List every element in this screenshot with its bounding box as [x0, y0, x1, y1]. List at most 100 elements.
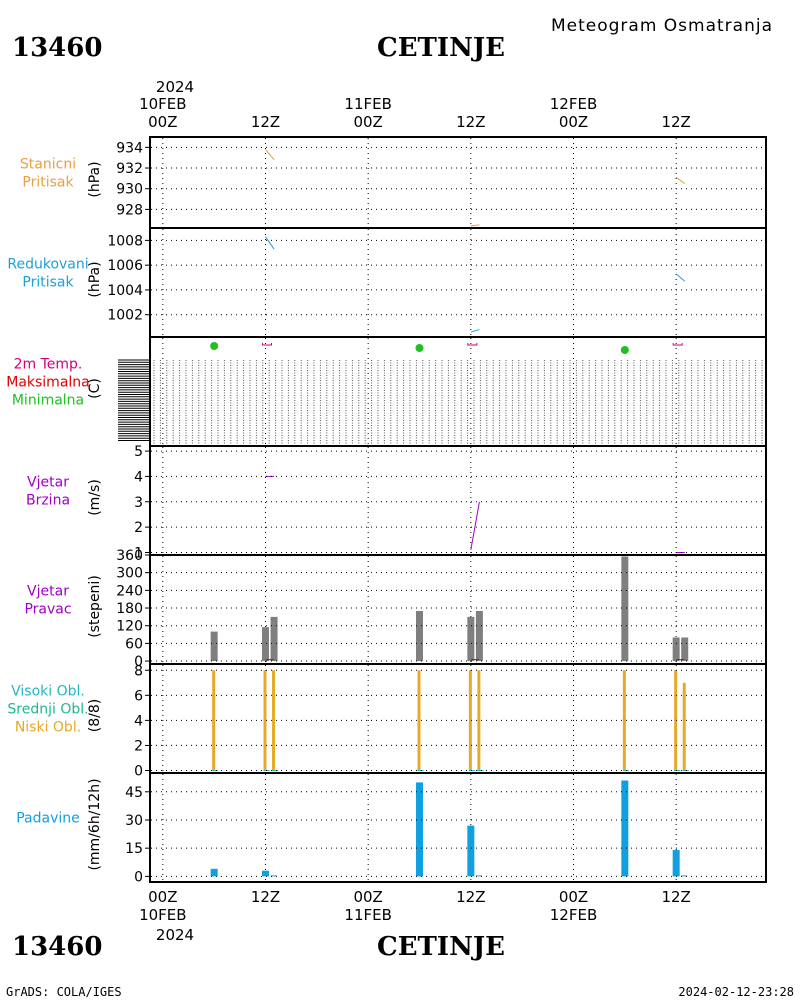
footer: 2024 13460 CETINJE GrADS: COLA/IGES 2024…	[6, 926, 794, 999]
tmax-mark	[262, 343, 272, 346]
y-tick-label: 930	[116, 182, 143, 198]
station_pressure-segment	[470, 224, 480, 227]
y-tick-label: 180	[116, 601, 143, 617]
station_pressure-segment	[675, 176, 686, 184]
bottom-hour-label: 00Z	[559, 888, 588, 906]
y-tick-label: 1	[134, 545, 143, 561]
low-cloud-bar	[674, 670, 678, 771]
precipitation-bar	[416, 782, 423, 877]
tmax-mark	[672, 343, 683, 346]
y-tick-label: 45	[125, 785, 143, 801]
panel-frame	[149, 445, 767, 556]
tmin-point	[415, 344, 424, 352]
tmin-point	[210, 342, 219, 350]
top-hour-label: 12Z	[251, 113, 280, 131]
wind-direction-bar	[681, 637, 689, 662]
wind-direction-bar	[621, 556, 629, 662]
y-axis-label: (8/8)	[87, 699, 103, 732]
plot-area	[265, 149, 686, 227]
y-tick-label: 1002	[107, 308, 143, 324]
bottom-hour-label: 12Z	[251, 888, 280, 906]
y-axis-label: (m/s)	[87, 479, 103, 516]
wind-direction-bar	[416, 610, 423, 662]
precipitation-bar	[467, 825, 475, 877]
y-tick-label: 2	[134, 520, 143, 536]
y-axis-label: (hPa)	[87, 261, 103, 297]
top-date-label: 11FEB	[344, 95, 391, 113]
bottom-date-label: 12FEB	[550, 906, 597, 924]
low-cloud-bar	[682, 682, 686, 771]
panels: Stanicni Pritisak (hPa) 928 930 932 934 Redukov…	[6, 136, 767, 885]
y-tick-label: 0	[134, 654, 143, 670]
panel-reduced_pressure: Redukovani Pritisak (hPa)1002 1004 1006 1008	[7, 227, 767, 338]
y-axis-label: (mm/6h/12h)	[87, 778, 103, 870]
y-tick-label: 1008	[107, 233, 143, 249]
y-tick-label: 30	[125, 813, 143, 829]
year-label-top: 2024	[156, 78, 194, 96]
y-tick-label: 360	[116, 548, 143, 564]
tmax-mark	[467, 343, 478, 346]
year-label-bottom: 2024	[156, 926, 194, 944]
panel-label-line: Padavine	[16, 811, 80, 827]
bottom-hour-label: 00Z	[148, 888, 177, 906]
station_pressure-segment	[265, 149, 275, 161]
bottom-hour-label: 12Z	[661, 888, 690, 906]
wind-direction-bar	[262, 627, 269, 662]
y-tick-label: 0	[134, 869, 143, 885]
panel-label-line: Srednji Obl.	[7, 702, 88, 718]
wind_speed-segment	[470, 501, 480, 551]
y-tick-label: 3	[134, 495, 143, 511]
plot-area	[210, 342, 683, 354]
panel-label-line: Redukovani	[7, 257, 88, 273]
y-tick-label: 928	[116, 202, 143, 218]
header: 13460 CETINJE Meteogram Osmatranja 2024	[12, 16, 773, 96]
low-cloud-bar	[622, 670, 626, 771]
wind-direction-bar	[210, 631, 218, 662]
precipitation-bar	[681, 875, 688, 877]
wind-direction-bar	[270, 616, 278, 662]
y-axis-label: (stepeni)	[87, 575, 103, 638]
footer-station-name: CETINJE	[377, 932, 505, 962]
panel-label-line: Vjetar	[27, 584, 69, 600]
low-cloud-bar	[212, 670, 216, 771]
precipitation-bar	[262, 870, 269, 877]
product-title: Meteogram Osmatranja	[551, 16, 773, 36]
precipitation-bar	[672, 850, 680, 877]
plot-area	[210, 780, 688, 877]
plot-area	[210, 556, 689, 662]
y-tick-label: 932	[116, 161, 143, 177]
y-tick-label: 1004	[107, 283, 143, 299]
panel-label-line: Maksimalna	[6, 375, 90, 391]
panel-label-line: Niski Obl.	[15, 720, 81, 736]
top-hour-label: 00Z	[559, 113, 588, 131]
y-tick-label: 2	[134, 738, 143, 754]
panel-label-line: 2m Temp.	[14, 357, 83, 373]
y-tick-label: 15	[125, 841, 143, 857]
y-tick-label: 1006	[107, 258, 143, 274]
y-tick-label: 240	[116, 583, 143, 599]
low-cloud-bar	[468, 670, 472, 771]
top-hour-label: 00Z	[148, 113, 177, 131]
low-cloud-bar	[417, 670, 421, 771]
panel-wind_speed: Vjetar Brzina (m/s) 1 2 3 4 5	[26, 444, 767, 561]
panel-label-line: Stanicni	[20, 157, 76, 173]
y-tick-label: 300	[116, 566, 143, 582]
plot-area	[265, 236, 686, 333]
top-date-label: 12FEB	[550, 95, 597, 113]
panel-frame	[149, 772, 767, 883]
top-hour-label: 12Z	[661, 113, 690, 131]
y-axis-label: (hPa)	[87, 161, 103, 197]
reduced_pressure-segment	[265, 236, 275, 250]
station-id: 13460	[12, 33, 102, 63]
panel-label-line: Visoki Obl.	[11, 684, 85, 700]
wind-direction-bar	[672, 637, 680, 662]
wind-direction-bar	[475, 610, 483, 662]
reduced_pressure-segment	[675, 273, 686, 282]
panel-frame	[149, 663, 767, 774]
bottom-hour-label: 12Z	[456, 888, 485, 906]
y-tick-label: 0	[134, 763, 143, 779]
timestamp: 2024-02-12-23:28	[678, 985, 794, 999]
bottom-hour-label: 00Z	[353, 888, 382, 906]
y-tick-label: 60	[125, 636, 143, 652]
low-cloud-bar	[272, 670, 276, 771]
